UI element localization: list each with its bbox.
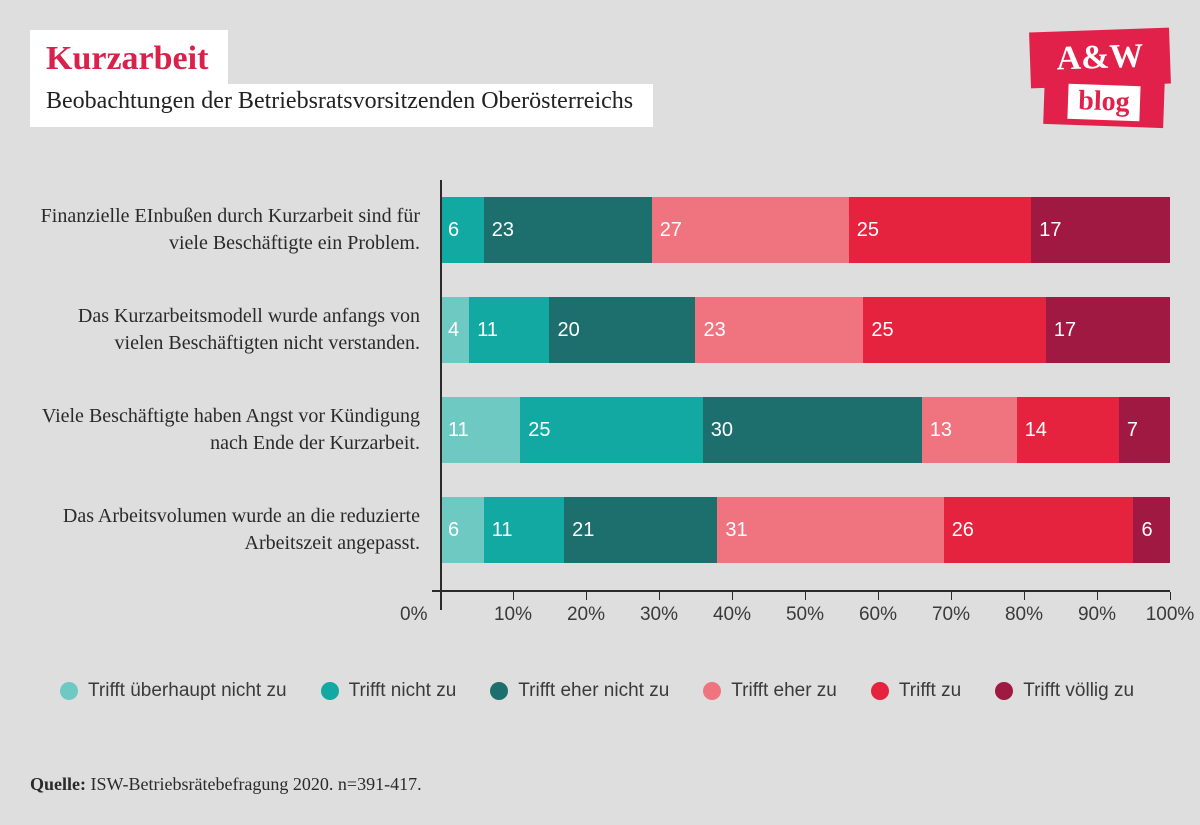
legend-item: Trifft eher nicht zu [490,680,669,702]
bar-segment: 25 [849,197,1032,263]
bar-segment: 11 [440,397,520,463]
chart-subtitle: Beobachtungen der Betriebsratsvorsitzend… [30,84,653,127]
legend-label: Trifft nicht zu [349,680,457,702]
row-label: Das Kurzarbeitsmodell wurde anfangs von … [30,303,440,357]
bar-segment: 26 [944,497,1134,563]
axis-tick-label: 100% [1146,604,1195,626]
title-block: Kurzarbeit Beobachtungen der Betriebsrat… [30,30,1020,127]
axis-tick-label: 40% [713,604,751,626]
axis-tick-label: 20% [567,604,605,626]
bar-segment: 23 [695,297,863,363]
axis-tick-label: 60% [859,604,897,626]
source-prefix: Quelle: [30,774,86,794]
axis-tick-label: 30% [640,604,678,626]
axis-tick [1170,592,1171,600]
row-bar: 623272517 [440,197,1170,263]
axis-tick [805,592,806,600]
legend-label: Trifft zu [899,680,961,702]
legend-swatch [871,682,889,700]
legend-swatch [490,682,508,700]
row-bar: 41120232517 [440,297,1170,363]
chart-row: Viele Beschäftigte haben Angst vor Kündi… [30,380,1170,480]
axis-tick-label: 80% [1005,604,1043,626]
x-axis-line [432,590,1170,592]
legend-item: Trifft zu [871,680,961,702]
bar-segment: 31 [717,497,943,563]
bar-segment: 30 [703,397,922,463]
row-label: Das Arbeitsvolumen wurde an die reduzier… [30,503,440,557]
row-label: Viele Beschäftigte haben Angst vor Kündi… [30,403,440,457]
bar-segment: 17 [1046,297,1170,363]
legend-swatch [703,682,721,700]
legend-label: Trifft überhaupt nicht zu [88,680,287,702]
header: Kurzarbeit Beobachtungen der Betriebsrat… [30,30,1170,130]
brand-logo: A&W blog [1020,30,1170,130]
axis-tick-label: 10% [494,604,532,626]
bar-segment: 25 [863,297,1046,363]
bar-segment: 6 [440,197,484,263]
chart-row: Das Arbeitsvolumen wurde an die reduzier… [30,480,1170,580]
row-bar: 11253013147 [440,397,1170,463]
bar-segment: 4 [440,297,469,363]
bar-segment: 14 [1017,397,1119,463]
logo-bottom: blog [1043,76,1165,128]
bar-segment: 6 [440,497,484,563]
axis-tick [732,592,733,600]
row-label: Finanzielle EInbußen durch Kurzarbeit si… [30,203,440,257]
axis-tick [1097,592,1098,600]
axis-tick-label: 50% [786,604,824,626]
legend-swatch [995,682,1013,700]
row-bar: 6112131266 [440,497,1170,563]
axis-tick [951,592,952,600]
source-text: ISW-Betriebsrätebefragung 2020. n=391-41… [86,774,422,794]
legend-item: Trifft völlig zu [995,680,1134,702]
axis-tick-label: 70% [932,604,970,626]
legend-label: Trifft eher zu [731,680,837,702]
stacked-bar-chart: Finanzielle EInbußen durch Kurzarbeit si… [30,180,1170,580]
bar-segment: 6 [1133,497,1170,563]
axis-tick [878,592,879,600]
legend-label: Trifft eher nicht zu [518,680,669,702]
bar-segment: 7 [1119,397,1170,463]
axis-tick-label: 90% [1078,604,1116,626]
axis-tick [659,592,660,600]
bar-segment: 11 [484,497,564,563]
legend-item: Trifft nicht zu [321,680,457,702]
chart-row: Das Kurzarbeitsmodell wurde anfangs von … [30,280,1170,380]
axis-tick [513,592,514,600]
bar-segment: 11 [469,297,549,363]
legend-swatch [60,682,78,700]
bar-segment: 23 [484,197,652,263]
legend-label: Trifft völlig zu [1023,680,1134,702]
bar-segment: 27 [652,197,849,263]
chart-row: Finanzielle EInbußen durch Kurzarbeit si… [30,180,1170,280]
legend-item: Trifft eher zu [703,680,837,702]
legend-swatch [321,682,339,700]
chart-title: Kurzarbeit [30,30,228,84]
axis-tick-label: 0% [400,604,427,626]
bar-segment: 17 [1031,197,1170,263]
bar-segment: 20 [549,297,695,363]
bar-segment: 25 [520,397,703,463]
legend-item: Trifft überhaupt nicht zu [60,680,287,702]
axis-tick [1024,592,1025,600]
axis-tick [586,592,587,600]
bar-segment: 21 [564,497,717,563]
source-note: Quelle: ISW-Betriebsrätebefragung 2020. … [30,774,422,795]
logo-bottom-text: blog [1068,83,1141,120]
legend: Trifft überhaupt nicht zu Trifft nicht zu… [60,680,1170,702]
bar-segment: 13 [922,397,1017,463]
